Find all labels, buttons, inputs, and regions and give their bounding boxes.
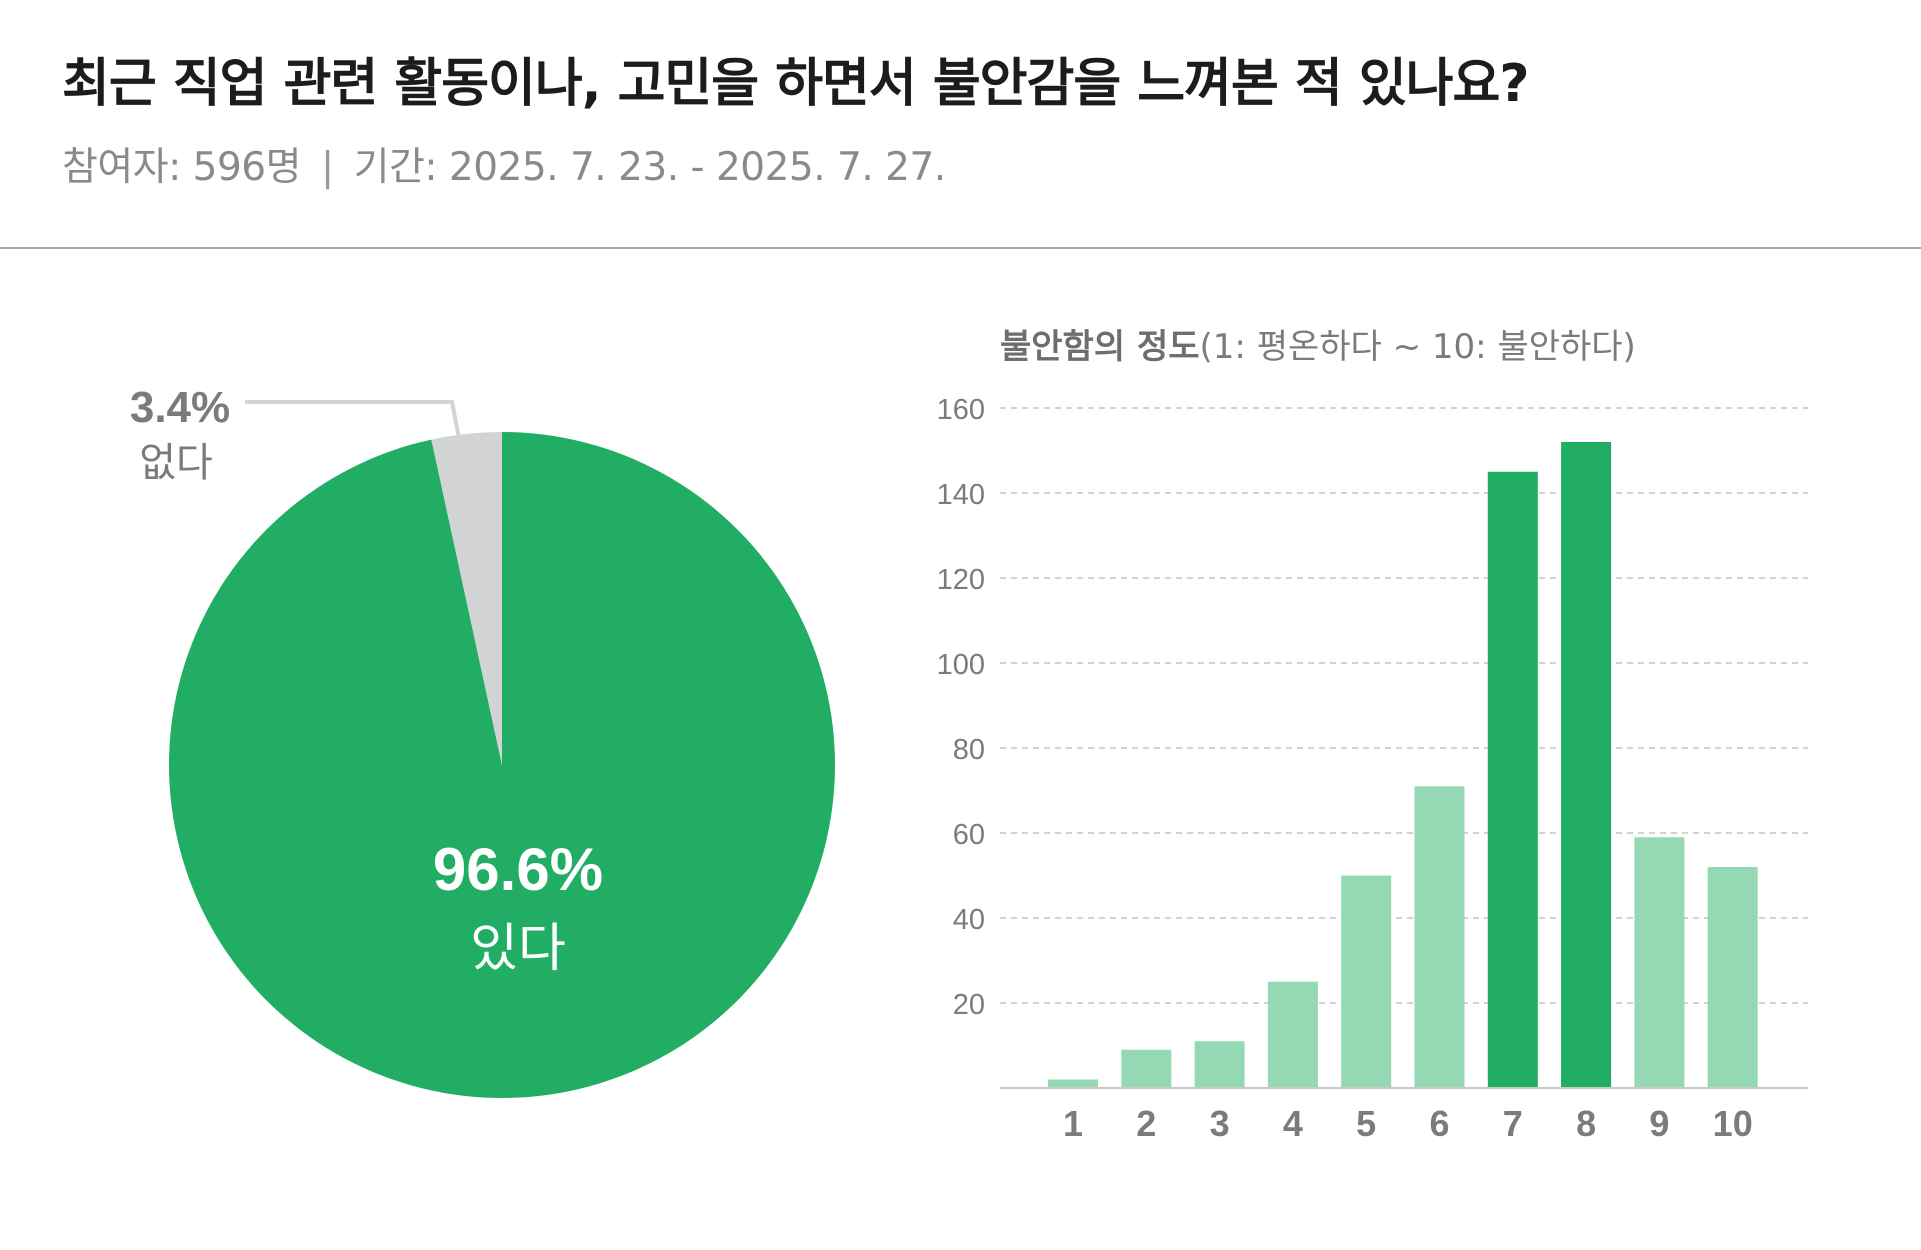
x-tick-label: 2 [1136, 1103, 1156, 1144]
header: 최근 직업 관련 활동이나, 고민을 하면서 불안감을 느껴본 적 있나요? 참… [62, 48, 1881, 194]
bar-4 [1267, 981, 1318, 1088]
bar-2 [1121, 1049, 1172, 1088]
pie-slices [168, 432, 835, 1099]
x-tick-label: 8 [1576, 1103, 1596, 1144]
bar-7 [1487, 471, 1538, 1088]
survey-meta: 참여자: 596명 | 기간: 2025. 7. 23. - 2025. 7. 27… [62, 142, 1881, 194]
x-tick-label: 1 [1063, 1103, 1083, 1144]
pie-slice-0 [168, 432, 835, 1099]
x-tick-label: 3 [1210, 1103, 1230, 1144]
header-divider [0, 247, 1921, 249]
x-tick-label: 6 [1429, 1103, 1449, 1144]
bar-1 [1048, 1079, 1098, 1088]
pie-slice-label-no: 없다 [139, 440, 213, 486]
bar-6 [1414, 786, 1465, 1088]
x-tick-label: 10 [1713, 1103, 1753, 1144]
bar-9 [1634, 837, 1685, 1088]
pie-chart: 3.4% 없다 96.6% 있다 [130, 383, 835, 1099]
y-tick-label: 80 [953, 734, 985, 766]
y-tick-label: 40 [953, 904, 985, 936]
bar-8 [1561, 442, 1612, 1088]
y-tick-label: 20 [953, 989, 985, 1021]
y-tick-label: 140 [937, 479, 985, 511]
y-tick-label: 160 [937, 394, 985, 426]
meta-separator: | [321, 145, 334, 190]
y-tick-label: 100 [937, 649, 985, 681]
bar-y-tick-labels: 20 40 60 80 100 120 140 160 [937, 394, 985, 1021]
bar-grid [1000, 407, 1808, 1004]
survey-period: 기간: 2025. 7. 23. - 2025. 7. 27. [353, 145, 947, 190]
bar-chart-title: 불안함의 정도(1: 평온하다 ~ 10: 불안하다) [1000, 327, 1636, 367]
x-tick-label: 4 [1283, 1103, 1303, 1144]
bar-bars [1048, 442, 1758, 1088]
y-tick-label: 60 [953, 819, 985, 851]
bar-chart-title-rest: (1: 평온하다 ~ 10: 불안하다) [1200, 327, 1636, 367]
y-tick-label: 120 [937, 564, 985, 596]
x-tick-label: 5 [1356, 1103, 1376, 1144]
pie-slice-label-yes: 있다 [470, 919, 566, 979]
pie-slice-percent-no: 3.4% [130, 383, 230, 432]
bar-x-tick-labels: 1 2 3 4 5 6 7 8 9 10 [1063, 1103, 1753, 1144]
bar-5 [1341, 875, 1392, 1088]
pie-slice-1 [431, 432, 502, 765]
bar-10 [1707, 867, 1758, 1088]
pie-leader-line [245, 400, 461, 439]
x-tick-label: 9 [1649, 1103, 1669, 1144]
pie-slice-percent-yes: 96.6% [433, 836, 603, 903]
bar-chart-title-bold: 불안함의 정도 [1000, 327, 1200, 367]
participants-count: 참여자: 596명 [62, 145, 302, 190]
x-tick-label: 7 [1503, 1103, 1523, 1144]
page-title: 최근 직업 관련 활동이나, 고민을 하면서 불안감을 느껴본 적 있나요? [62, 54, 1530, 114]
bar-3 [1194, 1041, 1245, 1088]
bar-chart: 불안함의 정도(1: 평온하다 ~ 10: 불안하다) 20 40 60 80 100 1… [937, 327, 1808, 1144]
